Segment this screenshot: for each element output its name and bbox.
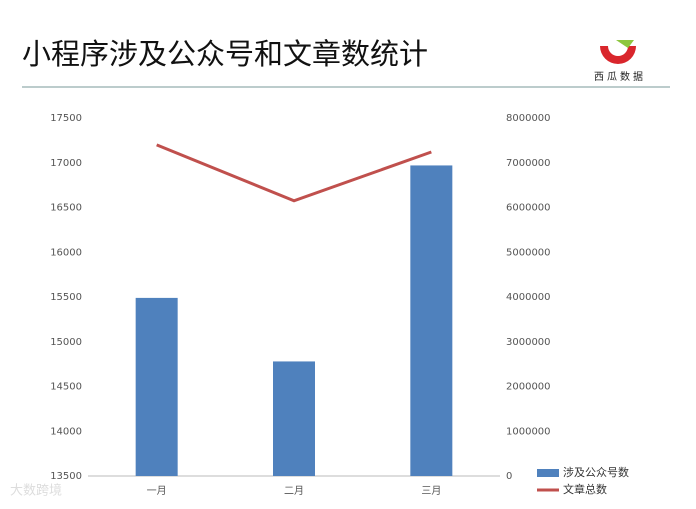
y-tick-label: 15500: [50, 292, 82, 303]
y-tick-label: 13500: [50, 471, 82, 482]
logo-arc: [600, 46, 636, 64]
y2-tick-label: 3000000: [506, 337, 551, 348]
line: [156, 143, 432, 203]
y-tick-label: 14500: [50, 382, 82, 393]
logo-leaf: [616, 40, 634, 48]
logo: 西瓜数据: [594, 40, 646, 83]
bar: [410, 165, 453, 476]
legend-label: 涉及公众号数: [563, 465, 629, 479]
x-tick-label: 一月: [147, 485, 167, 497]
y2-tick-label: 0: [506, 471, 512, 482]
legend-swatch: [537, 469, 559, 477]
y2-tick-label: 7000000: [506, 158, 551, 169]
x-tick-label: 三月: [421, 485, 441, 497]
bar: [273, 361, 315, 476]
watermark: 大数跨境: [10, 484, 62, 499]
y-tick-label: 17000: [50, 158, 82, 169]
y2-tick-label: 1000000: [506, 426, 551, 437]
chart-title: 小程序涉及公众号和文章数统计: [22, 37, 428, 71]
y2-tick-label: 4000000: [506, 292, 551, 303]
y-tick-label: 15000: [50, 337, 82, 348]
x-tick-label: 二月: [284, 485, 304, 497]
y-tick-label: 16000: [50, 247, 82, 258]
y2-tick-label: 8000000: [506, 113, 551, 124]
y2-tick-label: 6000000: [506, 203, 551, 214]
logo-text: 西瓜数据: [594, 70, 646, 83]
y2-tick-label: 2000000: [506, 382, 551, 393]
bar: [135, 297, 178, 476]
y-tick-label: 14000: [50, 426, 82, 437]
legend-label: 文章总数: [563, 482, 607, 496]
y-tick-label: 17500: [50, 113, 82, 124]
y-tick-label: 16500: [50, 203, 82, 214]
y2-tick-label: 5000000: [506, 247, 551, 258]
